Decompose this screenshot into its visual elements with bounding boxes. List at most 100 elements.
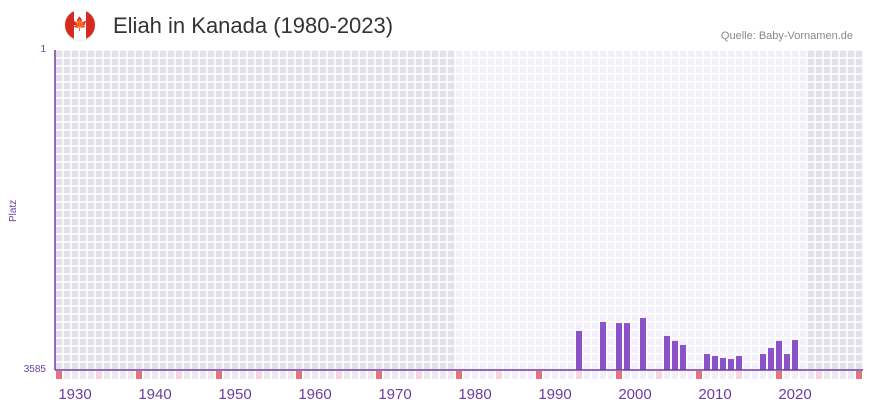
year-marker (440, 371, 446, 379)
year-marker (480, 371, 486, 379)
year-marker (64, 371, 70, 379)
year-marker (432, 371, 438, 379)
bar-2010 (712, 355, 718, 370)
bar-2012 (728, 359, 734, 370)
year-marker (296, 371, 302, 379)
year-marker (656, 371, 662, 379)
year-marker (584, 371, 590, 379)
bar-1996 (600, 321, 606, 370)
year-marker (744, 371, 750, 379)
year-marker (128, 371, 134, 379)
year-marker (728, 371, 734, 379)
bar-2013 (736, 355, 742, 370)
bar-2006 (680, 345, 686, 370)
year-marker (208, 371, 214, 379)
year-marker (184, 371, 190, 379)
bar-2019 (784, 354, 790, 370)
year-marker (392, 371, 398, 379)
year-marker (560, 371, 566, 379)
year-marker (416, 371, 422, 379)
year-marker (792, 371, 798, 379)
year-marker (800, 371, 806, 379)
year-marker (160, 371, 166, 379)
year-marker (528, 371, 534, 379)
year-marker (632, 371, 638, 379)
year-marker (360, 371, 366, 379)
year-marker (840, 371, 846, 379)
year-marker (512, 371, 518, 379)
year-marker (448, 371, 454, 379)
year-marker (88, 371, 94, 379)
bar-1993 (576, 330, 582, 370)
year-marker (216, 371, 222, 379)
year-marker (264, 371, 270, 379)
year-marker (608, 371, 614, 379)
year-marker (472, 371, 478, 379)
year-marker (456, 371, 462, 379)
year-marker (672, 371, 678, 379)
year-marker (408, 371, 414, 379)
x-tick-label: 2000 (618, 386, 652, 403)
year-marker (120, 371, 126, 379)
year-marker (336, 371, 342, 379)
year-marker (752, 371, 758, 379)
bar-2018 (776, 340, 782, 370)
year-marker (240, 371, 246, 379)
year-marker (368, 371, 374, 379)
year-marker (376, 371, 382, 379)
year-marker (80, 371, 86, 379)
y-tick-label: 1 (40, 44, 46, 55)
year-marker (352, 371, 358, 379)
x-tick-label: 1960 (298, 386, 332, 403)
year-marker (424, 371, 430, 379)
x-tick-label: 1970 (378, 386, 412, 403)
year-marker (808, 371, 814, 379)
bar-1998 (616, 323, 622, 370)
bar-2011 (720, 358, 726, 370)
year-marker (384, 371, 390, 379)
bar-2016 (760, 354, 766, 370)
bar-2005 (672, 340, 678, 370)
year-marker (320, 371, 326, 379)
year-marker (248, 371, 254, 379)
year-marker (168, 371, 174, 379)
year-marker (136, 371, 142, 379)
y-tick-label: 3585 (23, 364, 46, 375)
x-tick-label: 2010 (698, 386, 732, 403)
year-marker (552, 371, 558, 379)
year-marker (592, 371, 598, 379)
year-marker (144, 371, 150, 379)
year-marker (192, 371, 198, 379)
year-marker (616, 371, 622, 379)
year-marker (464, 371, 470, 379)
source-label: Quelle: Baby-Vornamen.de (720, 30, 853, 42)
year-marker (496, 371, 502, 379)
year-marker (816, 371, 822, 379)
year-marker (328, 371, 334, 379)
year-marker (640, 371, 646, 379)
x-tick-label: 1930 (58, 386, 92, 403)
year-marker (256, 371, 262, 379)
year-marker (152, 371, 158, 379)
year-marker (96, 371, 102, 379)
year-marker (280, 371, 286, 379)
year-marker (720, 371, 726, 379)
year-marker (600, 371, 606, 379)
x-tick-label: 1940 (138, 386, 172, 403)
year-marker (344, 371, 350, 379)
bar-2009 (704, 354, 710, 370)
bar-2020 (792, 340, 798, 370)
year-marker (568, 371, 574, 379)
year-marker (504, 371, 510, 379)
bar-2001 (640, 318, 646, 370)
canada-flag-icon: 🍁 (65, 10, 95, 40)
chart-title: Eliah in Kanada (1980-2023) (113, 13, 394, 38)
year-marker (576, 371, 582, 379)
year-marker (648, 371, 654, 379)
year-marker (736, 371, 742, 379)
year-marker (304, 371, 310, 379)
year-marker (112, 371, 118, 379)
year-marker (176, 371, 182, 379)
year-marker (664, 371, 670, 379)
year-marker (768, 371, 774, 379)
